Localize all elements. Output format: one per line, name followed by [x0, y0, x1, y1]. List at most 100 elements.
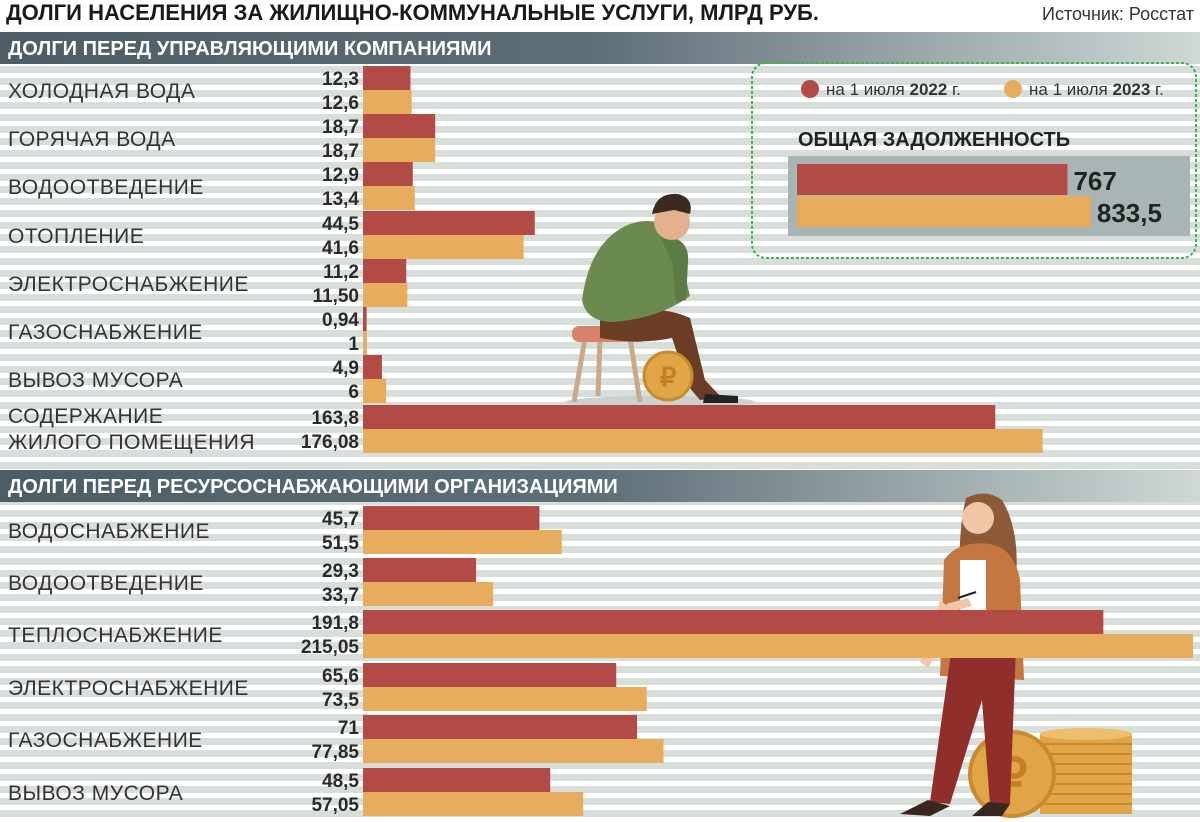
bar-2023: [363, 283, 408, 307]
stripe: [0, 90, 1200, 97]
bar-2023: [363, 429, 1043, 453]
source-note: Источник: Росстат: [1042, 4, 1194, 24]
bar-2022: [363, 610, 1104, 634]
section-bands: ДОЛГИ ПЕРЕД УПРАВЛЯЮЩИМИ КОМПАНИЯМИ ДОЛГИ…: [0, 32, 1200, 502]
stripe: [0, 810, 1200, 817]
value-label: 4,9: [333, 358, 359, 379]
section-title: ДОЛГИ ПЕРЕД РЕСУРСОСНАБЖАЮЩИМИ ОРГАНИЗАЦ…: [8, 476, 618, 498]
stripe: [0, 774, 1200, 781]
stripe: [0, 522, 1200, 529]
value-label: 11,50: [313, 286, 360, 307]
legend-marker-2022: [801, 80, 819, 98]
bar-2023: [363, 530, 562, 554]
legend: на 1 июля 2022 г. на 1 июля 2023 г.: [801, 80, 1164, 99]
category-label: ТЕПЛОСНАБЖЕНИЕ: [8, 624, 223, 647]
stripe: [0, 150, 1200, 157]
stripe: [0, 534, 1200, 541]
bar-2023: [363, 792, 584, 816]
stripe: [0, 510, 1200, 517]
section-band: [0, 32, 1200, 64]
stripe: [0, 762, 1200, 769]
stripe: [0, 102, 1200, 109]
value-label: 215,05: [301, 637, 360, 658]
bar-2022: [363, 768, 551, 792]
value-label: 176,08: [301, 432, 359, 453]
value-label: 18,7: [322, 117, 359, 138]
bar-2022: [363, 66, 411, 90]
stripe: [0, 558, 1200, 565]
value-label: 29,3: [322, 561, 359, 582]
total-value: 767: [1073, 166, 1116, 196]
section-band: [0, 470, 1200, 502]
stripe: [0, 186, 1200, 193]
value-label: 12,6: [322, 93, 359, 114]
bar-2023: [363, 634, 1194, 658]
value-label: 163,8: [311, 408, 359, 429]
bar-2022: [363, 405, 996, 429]
bar-2023: [363, 379, 387, 403]
category-label: ВОДОСНАБЖЕНИЕ: [8, 520, 210, 543]
bar-2023: [363, 331, 367, 355]
value-label: 48,5: [322, 771, 359, 792]
value-label: 77,85: [311, 742, 359, 763]
bar-2023: [363, 186, 415, 210]
total-value: 833,5: [1097, 198, 1162, 228]
stripe: [0, 606, 1200, 613]
bar-2023: [363, 235, 524, 259]
stripe: [0, 138, 1200, 145]
value-label: 6: [348, 382, 359, 403]
value-label: 65,6: [322, 666, 359, 687]
bar-2022: [363, 162, 413, 186]
value-label: 12,3: [322, 69, 359, 90]
legend-item-2023: на 1 июля 2023 г.: [1029, 80, 1164, 99]
category-label: ГАЗОСНАБЖЕНИЕ: [8, 729, 203, 752]
value-label: 1: [348, 334, 359, 355]
bar-2023: [363, 138, 436, 162]
stripe: [0, 582, 1200, 589]
chart-title: ДОЛГИ НАСЕЛЕНИЯ ЗА ЖИЛИЩНО-КОММУНАЛЬНЫЕ …: [6, 0, 819, 25]
category-label: ВЫВОЗ МУСОРА: [8, 782, 183, 805]
bar-2022: [363, 114, 436, 138]
stripe: [0, 786, 1200, 793]
stripe: [0, 174, 1200, 181]
category-label: ЖИЛОГО ПОМЕЩЕНИЯ: [8, 431, 255, 454]
category-label: ГАЗОСНАБЖЕНИЕ: [8, 321, 203, 344]
stripe: [0, 570, 1200, 577]
bar-2022: [363, 259, 407, 283]
category-label: ВЫВОЗ МУСОРА: [8, 369, 183, 392]
bar-2022: [363, 506, 540, 530]
category-label: СОДЕРЖАНИЕ: [8, 405, 163, 428]
category-label: ХОЛОДНАЯ ВОДА: [8, 80, 195, 103]
stripe: [0, 162, 1200, 169]
category-label: ВОДООТВЕДЕНИЕ: [8, 176, 204, 199]
bar-2023: [363, 739, 664, 763]
bar-2022: [363, 211, 535, 235]
value-label: 71: [338, 718, 360, 739]
category-label: ВОДООТВЕДЕНИЕ: [8, 572, 204, 595]
bars-layer: [363, 66, 1194, 816]
highlight-box: [751, 62, 1197, 259]
value-label: 33,7: [322, 585, 359, 606]
bar-2023: [363, 687, 647, 711]
bar-2022: [363, 355, 382, 379]
svg-text:₽: ₽: [660, 362, 677, 392]
stripe: [0, 462, 1200, 469]
value-label: 0,94: [322, 310, 359, 331]
bar-2023: [363, 582, 494, 606]
value-label: 12,9: [322, 165, 359, 186]
category-label: ЭЛЕКТРОСНАБЖЕНИЕ: [8, 677, 249, 700]
total-bar-2022: [797, 164, 1068, 195]
stripe: [0, 450, 1200, 457]
value-label: 51,5: [322, 533, 359, 554]
stripe: [0, 798, 1200, 805]
category-label: ОТОПЛЕНИЕ: [8, 225, 144, 248]
bar-2022: [363, 663, 617, 687]
value-label: 57,05: [311, 795, 359, 816]
legend-item-2022: на 1 июля 2022 г.: [826, 80, 961, 99]
category-label: ГОРЯЧАЯ ВОДА: [8, 128, 176, 151]
stripe: [0, 66, 1200, 73]
stripe: [0, 114, 1200, 121]
legend-marker-2023: [1004, 80, 1022, 98]
legend-total-box: на 1 июля 2022 г. на 1 июля 2023 г. ОБЩА…: [751, 62, 1197, 259]
